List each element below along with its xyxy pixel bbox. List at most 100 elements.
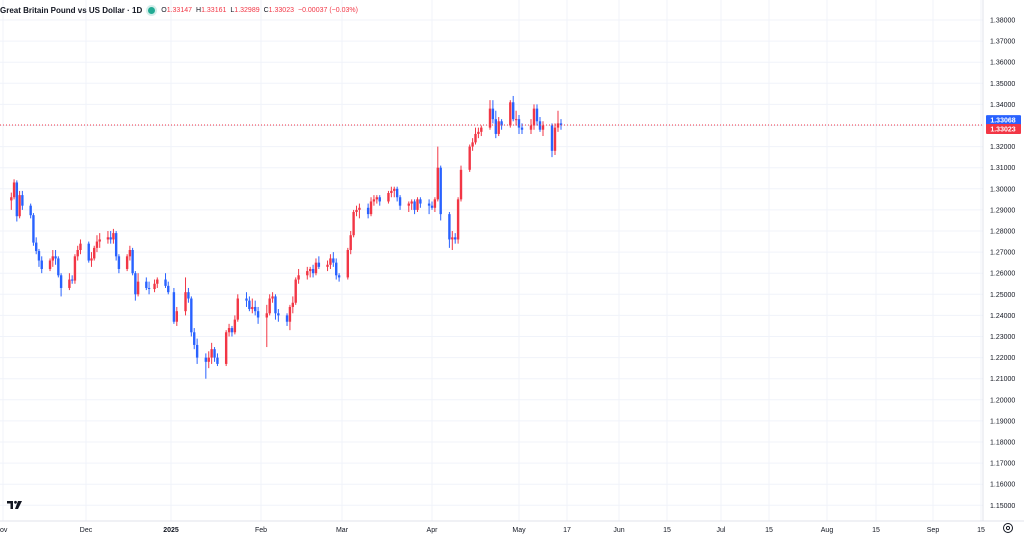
candle-body bbox=[248, 300, 251, 310]
candle-body bbox=[454, 237, 457, 240]
candle bbox=[95, 235, 99, 253]
candle bbox=[375, 195, 379, 204]
candle bbox=[541, 121, 545, 137]
status-dot-icon bbox=[148, 6, 156, 14]
candle bbox=[390, 186, 393, 198]
candle-body bbox=[251, 306, 254, 310]
candle bbox=[15, 180, 19, 222]
candle bbox=[306, 266, 309, 280]
symbol-legend[interactable]: Great Britain Pound vs US Dollar · 1D O1… bbox=[0, 2, 358, 18]
candle-body bbox=[410, 201, 413, 204]
y-tick-label: 1.36000 bbox=[990, 60, 1015, 67]
candle bbox=[395, 186, 399, 202]
candle bbox=[332, 252, 335, 267]
candle bbox=[474, 127, 477, 145]
candle bbox=[439, 165, 442, 221]
y-tick-label: 1.27000 bbox=[990, 250, 1015, 257]
ohlc-values: O1.33147 H1.33161 L1.32989 C1.33023 −0.0… bbox=[161, 7, 358, 14]
x-tick-label: Feb bbox=[255, 527, 267, 534]
candle-body bbox=[236, 298, 239, 320]
candle-body bbox=[448, 214, 451, 240]
candle bbox=[236, 294, 239, 322]
candle bbox=[233, 315, 237, 335]
candle bbox=[494, 110, 497, 139]
candle-body bbox=[427, 203, 431, 206]
candle bbox=[251, 298, 254, 314]
candle bbox=[145, 277, 148, 291]
candle bbox=[550, 123, 554, 158]
x-tick-label: 15 bbox=[663, 527, 671, 534]
price-tag-blue: 1.33068 bbox=[986, 115, 1021, 126]
candle bbox=[410, 199, 413, 210]
x-tick-label: Dec bbox=[80, 527, 93, 534]
y-tick-label: 1.21000 bbox=[990, 376, 1015, 383]
candle bbox=[358, 203, 361, 219]
candle bbox=[32, 213, 35, 246]
y-tick-label: 1.29000 bbox=[990, 207, 1015, 214]
x-tick-label: ov bbox=[0, 527, 8, 534]
candle-body bbox=[167, 285, 170, 293]
candle bbox=[51, 249, 54, 267]
candle-body bbox=[480, 127, 483, 132]
x-axis[interactable]: ov Dec 2025 Feb Mar Apr May 17 Jun 15 Jul 15 Aug 15 Se… bbox=[0, 527, 985, 534]
price-tag-red-label: 1.33023 bbox=[990, 127, 1015, 134]
candle-body bbox=[233, 319, 237, 333]
y-tick-label: 1.32000 bbox=[990, 144, 1015, 151]
candle-body bbox=[488, 108, 492, 128]
candle-body bbox=[297, 275, 300, 280]
candle bbox=[553, 123, 557, 156]
candle bbox=[497, 117, 500, 137]
candle bbox=[230, 325, 234, 337]
candle bbox=[153, 279, 156, 293]
candle-body bbox=[559, 123, 563, 126]
candle bbox=[311, 264, 315, 278]
settings-icon[interactable] bbox=[1001, 521, 1015, 535]
symbol-title[interactable]: Great Britain Pound vs US Dollar · 1D bbox=[0, 5, 143, 15]
candle bbox=[128, 245, 132, 261]
candle-body bbox=[346, 249, 350, 278]
candle bbox=[427, 199, 431, 215]
candle-body bbox=[433, 199, 437, 208]
y-tick-label: 1.19000 bbox=[990, 418, 1015, 425]
candle-body bbox=[474, 133, 477, 143]
candle bbox=[387, 190, 390, 204]
candle-body bbox=[48, 260, 52, 269]
candle bbox=[294, 277, 297, 305]
candle bbox=[109, 231, 112, 244]
candle bbox=[156, 277, 159, 288]
candle bbox=[491, 100, 495, 124]
candle bbox=[265, 304, 268, 348]
y-tick-label: 1.35000 bbox=[990, 81, 1015, 88]
x-tick-label: Apr bbox=[427, 527, 439, 534]
candle bbox=[248, 296, 251, 312]
tradingview-logo-icon[interactable] bbox=[7, 500, 23, 510]
candle bbox=[114, 231, 118, 261]
grid bbox=[0, 0, 983, 521]
candle-body bbox=[93, 247, 96, 259]
candle-body bbox=[517, 119, 521, 128]
x-tick-label: Jun bbox=[613, 527, 624, 534]
candle bbox=[29, 203, 32, 219]
candle bbox=[352, 209, 355, 238]
candle bbox=[538, 117, 542, 132]
y-axis[interactable]: 1.38000 1.37000 1.36000 1.35000 1.34000 1.330… bbox=[990, 18, 1015, 510]
candle-body bbox=[317, 262, 321, 267]
candle-body bbox=[439, 167, 442, 215]
candle bbox=[131, 247, 134, 276]
candle-body bbox=[311, 268, 315, 274]
candle bbox=[12, 179, 16, 200]
candle-body bbox=[32, 215, 35, 243]
candle-body bbox=[468, 146, 471, 170]
candle bbox=[54, 249, 57, 265]
candle-body bbox=[265, 313, 268, 318]
y-tick-label: 1.30000 bbox=[990, 186, 1015, 193]
candle bbox=[204, 353, 208, 379]
candle-body bbox=[204, 357, 208, 362]
candle-body bbox=[134, 273, 137, 295]
candle-body bbox=[337, 275, 341, 278]
candle-body bbox=[512, 102, 515, 120]
candle bbox=[471, 138, 474, 151]
candle bbox=[535, 104, 539, 126]
candle-body bbox=[87, 243, 90, 261]
